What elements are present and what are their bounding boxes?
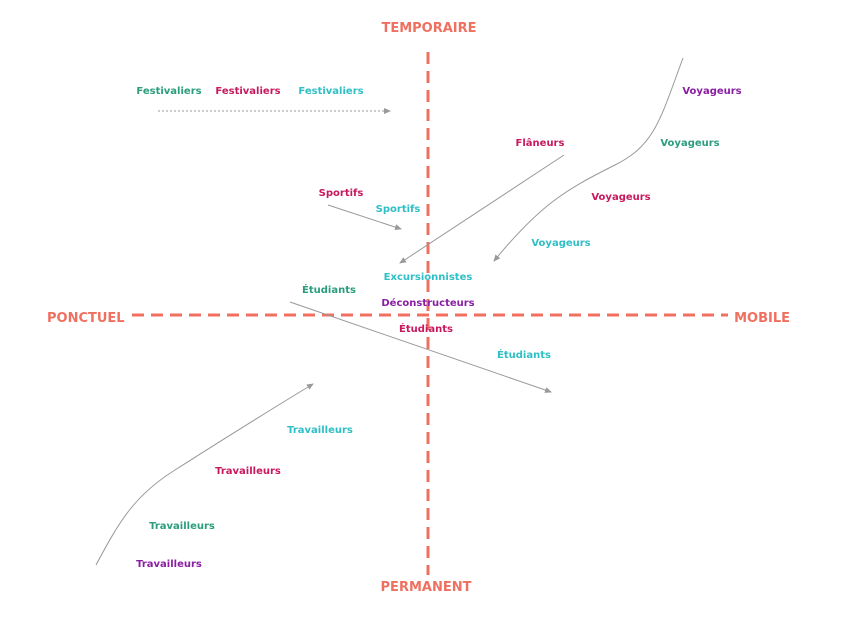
axis-title-top: TEMPORAIRE <box>381 21 476 36</box>
label-festivaliers-green: Festivaliers <box>136 86 201 97</box>
label-sportifs-crimson: Sportifs <box>319 188 364 199</box>
label-deconstructeurs-purple: Déconstructeurs <box>381 297 474 309</box>
label-festivaliers-cyan: Festivaliers <box>298 86 363 97</box>
flaneurs-trajectory-arrow <box>399 154 565 264</box>
travailleurs-trajectory-arrow <box>95 383 314 566</box>
etudiants-trajectory-arrow <box>289 301 552 393</box>
axis-title-right: MOBILE <box>734 311 790 326</box>
label-flaneurs-crimson: Flâneurs <box>516 137 565 149</box>
sportifs-trajectory-arrow <box>327 204 402 230</box>
voyageurs-trajectory-arrow <box>493 57 684 262</box>
label-excursionnistes-cyan: Excursionnistes <box>384 272 473 283</box>
label-voyageurs-green: Voyageurs <box>660 138 719 149</box>
label-travailleurs-crimson: Travailleurs <box>215 466 281 477</box>
label-etudiants-cyan: Étudiants <box>497 348 551 361</box>
label-travailleurs-purple: Travailleurs <box>136 559 202 570</box>
axis-title-bottom: PERMANENT <box>381 580 472 595</box>
label-etudiants-green: Étudiants <box>302 283 356 296</box>
label-travailleurs-green: Travailleurs <box>149 521 215 532</box>
label-voyageurs-purple: Voyageurs <box>682 86 741 97</box>
axis-title-left: PONCTUEL <box>47 311 125 326</box>
label-voyageurs-cyan: Voyageurs <box>531 238 590 249</box>
label-voyageurs-crimson: Voyageurs <box>591 192 650 203</box>
label-travailleurs-cyan: Travailleurs <box>287 425 353 436</box>
label-festivaliers-crimson: Festivaliers <box>215 86 280 97</box>
label-sportifs-cyan: Sportifs <box>376 204 421 215</box>
label-etudiants-crimson: Étudiants <box>399 322 453 335</box>
